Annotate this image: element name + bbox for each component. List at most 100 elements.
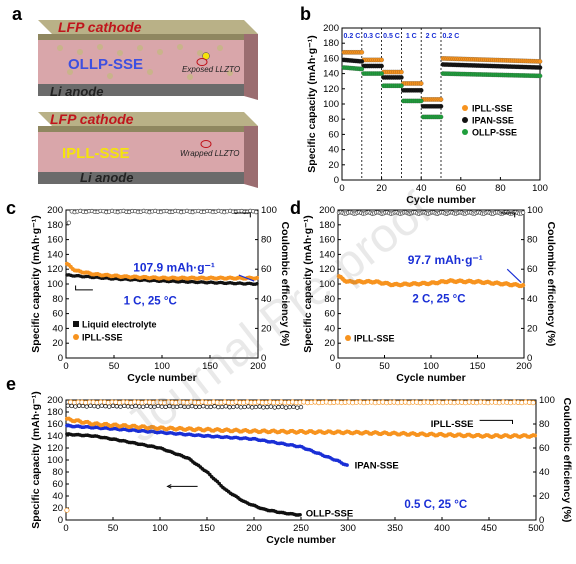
anode-label-top: Li anode (50, 84, 103, 99)
y-tick-label: 140 (47, 431, 63, 442)
rate-label: 0.5 C (383, 33, 400, 40)
y2-tick-label: 20 (261, 323, 272, 334)
y-tick-label: 40 (328, 145, 339, 156)
series-point (379, 63, 384, 69)
x-axis-title: Cycle number (127, 372, 196, 384)
y-tick-label: 100 (319, 279, 335, 290)
y-tick-label: 20 (52, 338, 63, 349)
ce-point (212, 404, 217, 409)
x-tick-label: 100 (532, 183, 548, 194)
cycling-0p5c-chart: 0 50 100 150 200 250 300 350 400 450 5000204060801… (30, 391, 573, 546)
ce-point (253, 209, 259, 215)
cathode-label-bottom: LFP cathode (50, 111, 134, 127)
y2-tick-label: 100 (261, 205, 277, 216)
anode-layer (38, 84, 244, 96)
x-tick-label: 80 (495, 183, 506, 194)
ce-point (520, 210, 526, 215)
capacity-annotation: 107.9 mAh·g⁻¹ (133, 260, 215, 274)
y2-tick-label: 60 (261, 264, 272, 275)
x-tick-label: 0 (339, 183, 344, 194)
ce-point (265, 404, 270, 410)
ce-point (530, 400, 536, 406)
electrolyte-label-top: OLLP-SSE (68, 56, 143, 73)
panel-c: c 0 50 100 150 20002040608010012014016018020… (6, 198, 291, 384)
ce-point (298, 404, 304, 410)
y2-axis-title: Coulombic efficiency (%) (545, 222, 557, 347)
panel-label-c: c (6, 198, 16, 218)
ce-point (287, 404, 292, 410)
y2-axis-title: Coulombic efficiency (%) (279, 222, 291, 347)
series-point (399, 75, 404, 80)
ce-axis-arrow (479, 419, 513, 424)
y-tick-label: 20 (324, 338, 335, 349)
y2-tick-label: 0 (539, 515, 544, 526)
y-tick-label: 80 (52, 467, 63, 478)
cycling-1c-chart: 0 50 100 150 200020406080100120140160180200C… (30, 205, 291, 384)
series-point (399, 69, 404, 75)
test-condition: 2 C, 25 °C (412, 294, 465, 306)
ce-point (107, 404, 112, 409)
y-axis-title: Specific capacity (mAh·g⁻¹) (302, 215, 314, 352)
x-tick-label: 250 (293, 523, 309, 534)
cartoon-bottom-cell: LFP cathode IPLL-SSE Li anode Wrapped LL… (38, 111, 258, 188)
panel-b: b 0 20 40 60 80 100 0 20 40 60 80 100 120 140 160 180 20… (300, 4, 548, 206)
y-tick-label: 20 (52, 503, 63, 514)
y-tick-label: 200 (47, 395, 63, 406)
series-point (345, 463, 349, 467)
y2-tick-label: 20 (527, 323, 538, 334)
capacity-annotation: 97.7 mAh·g⁻¹ (408, 253, 483, 267)
y-tick-label: 60 (52, 309, 63, 320)
y-tick-label: 80 (324, 294, 335, 305)
series-point (359, 59, 365, 64)
cartoon-top-cell: LFP cathode OLLP-SSE Li anode Exposed LL… (38, 19, 258, 100)
x-tick-label: 20 (376, 183, 387, 194)
y2-tick-label: 60 (539, 443, 550, 454)
x-tick-label: 500 (528, 523, 544, 534)
ce-point (283, 405, 289, 410)
y-tick-label: 180 (47, 407, 63, 418)
ce-point (261, 405, 266, 410)
x-tick-label: 50 (108, 523, 119, 534)
legend-label: IPLL-SSE (82, 333, 123, 343)
ce-point (253, 404, 259, 410)
legend-label: Liquid electrolyte (82, 320, 157, 330)
x-tick-label: 50 (109, 361, 120, 372)
y-tick-label: 160 (319, 235, 335, 246)
series-point (399, 83, 404, 89)
curve-label: IPAN-SSE (355, 460, 399, 471)
x-tick-label: 0 (63, 361, 68, 372)
ce-point (110, 403, 116, 408)
rate-label: 1 C (406, 33, 417, 40)
y-axis-title: Specific capacity (mAh·g⁻¹) (30, 391, 42, 528)
x-tick-label: 40 (416, 183, 427, 194)
series-point (418, 88, 424, 93)
x-tick-label: 100 (152, 523, 168, 534)
legend-marker (345, 335, 351, 341)
x-tick-label: 50 (379, 361, 390, 372)
x-tick-label: 400 (434, 523, 450, 534)
y-tick-label: 120 (319, 264, 335, 275)
y2-tick-label: 0 (261, 353, 266, 364)
y-tick-label: 120 (47, 443, 63, 454)
ce-point (103, 404, 108, 409)
legend-marker (73, 334, 79, 340)
y2-axis-title: Coulombic efficiency (%) (561, 398, 573, 523)
ce-point (65, 403, 71, 408)
y-tick-label: 180 (47, 220, 63, 231)
series-point (438, 103, 444, 109)
ce-axis-arrow (234, 212, 251, 218)
ce-point (231, 404, 236, 410)
ce-point (219, 404, 225, 410)
capacity-axis-arrow (75, 285, 93, 291)
y2-tick-label: 0 (527, 353, 532, 364)
x-axis-title: Cycle number (396, 372, 465, 384)
ce-axis-arrow (500, 212, 516, 218)
panel-e: e 0 50 100 150 200 250 300 350 400 450 50002040608… (6, 374, 573, 546)
y-axis-title: Specific capacity (mAh·g⁻¹) (306, 35, 318, 172)
y-tick-label: 20 (328, 160, 339, 171)
y-tick-label: 200 (319, 205, 335, 216)
ce-point (69, 403, 74, 409)
llzto-particles (57, 44, 233, 80)
ce-point (92, 403, 97, 409)
ce-point (216, 404, 221, 410)
